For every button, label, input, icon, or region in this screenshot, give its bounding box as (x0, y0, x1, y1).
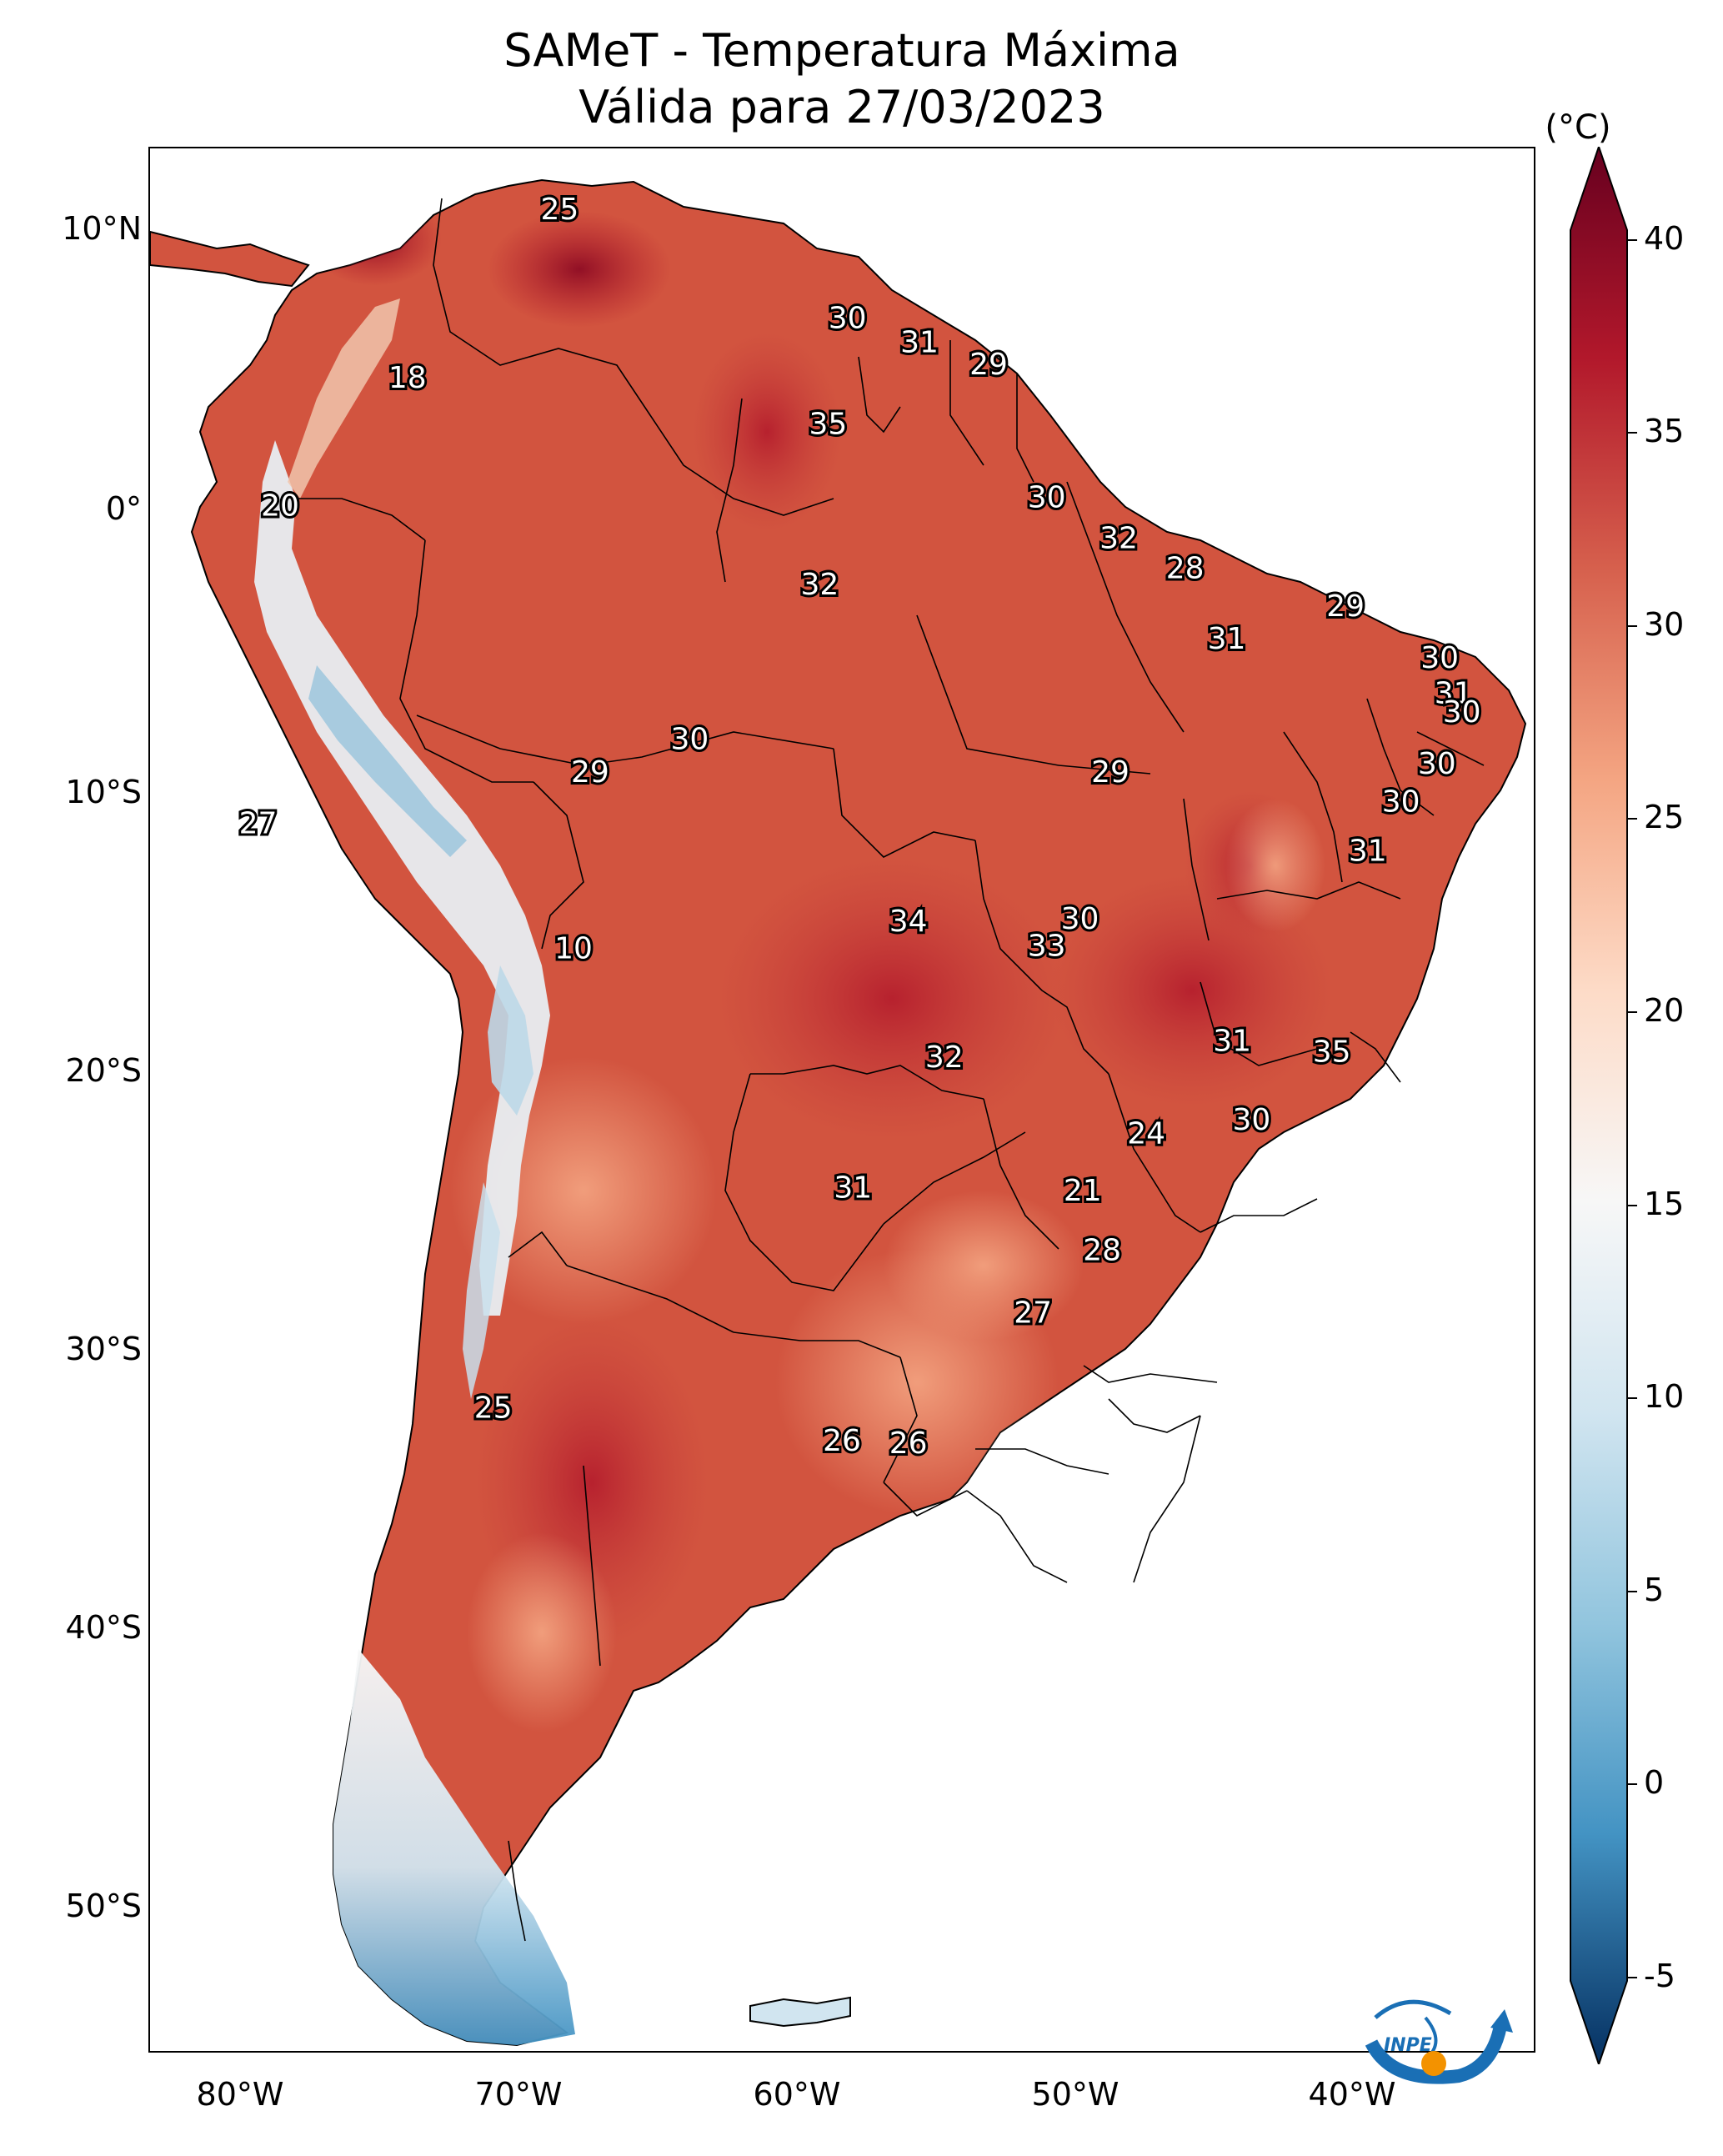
station-value-label: 32 (800, 568, 839, 602)
colorbar-tick-5: 5 (1644, 1572, 1665, 1608)
station-value-label: 30 (1418, 747, 1456, 781)
country-borders (292, 198, 1485, 1942)
svg-text:INPE: INPE (1384, 2035, 1432, 2056)
station-value-label: 20 (261, 489, 299, 523)
station-value-label: 29 (571, 755, 609, 790)
station-value-label: 29 (969, 348, 1008, 382)
colorbar-tick-40: 40 (1644, 220, 1685, 257)
map-subtitle: Válida para 27/03/2023 (579, 81, 1105, 133)
colorbar-tick-15: 15 (1644, 1186, 1685, 1222)
station-value-label: 30 (670, 723, 709, 757)
lat-tick-40s: 40°S (65, 1609, 142, 1646)
altiplano-cold (488, 965, 533, 1116)
lat-tick-0: 0° (105, 490, 142, 527)
map-title: SAMeT - Temperatura Máxima (503, 24, 1180, 77)
station-value-label: 30 (1232, 1103, 1270, 1137)
lat-tick-50s: 50°S (65, 1888, 142, 1924)
chile-andes-cold (463, 1182, 500, 1399)
station-value-label: 25 (474, 1391, 513, 1426)
colombia-andes-cold (288, 298, 400, 499)
station-value-label: 29 (1326, 589, 1365, 624)
station-value-label: 28 (1166, 551, 1205, 585)
colorbar (1567, 143, 1723, 2068)
lon-tick-60w: 60°W (753, 2076, 841, 2113)
station-value-label: 30 (1061, 902, 1099, 936)
peru-cold-core (308, 665, 467, 857)
station-value-label: 30 (829, 301, 867, 335)
station-value-label: 30 (1443, 695, 1481, 730)
station-value-label: 29 (1091, 755, 1129, 790)
lon-tick-50w: 50°W (1031, 2076, 1119, 2113)
inpe-logo-graphic: INPE (1365, 1999, 1513, 2084)
station-value-label: 30 (1420, 641, 1459, 675)
lon-tick-70w: 70°W (474, 2076, 563, 2113)
station-value-label: 27 (239, 807, 278, 841)
station-value-label: 25 (540, 193, 579, 227)
station-value-label: 35 (1313, 1035, 1351, 1070)
station-value-label: 31 (834, 1171, 872, 1206)
lat-tick-10n: 10°N (62, 210, 142, 247)
colorbar-bar (1570, 143, 1628, 2068)
station-value-label: 27 (1014, 1296, 1052, 1331)
lat-tick-10s: 10°S (65, 774, 142, 810)
station-value-label: 18 (388, 361, 427, 395)
station-value-label: 30 (1382, 785, 1420, 820)
station-value-label: 26 (823, 1424, 861, 1458)
station-value-label: 31 (1213, 1025, 1251, 1059)
colorbar-tick-30: 30 (1644, 606, 1685, 643)
andes-cold-band (254, 440, 550, 1316)
lon-tick-80w: 80°W (196, 2076, 284, 2113)
station-value-label: 31 (1208, 622, 1246, 656)
colorbar-tick-25: 25 (1644, 799, 1685, 835)
station-value-label: 30 (1028, 481, 1066, 515)
station-value-label: 10 (554, 932, 593, 966)
colorbar-unit: (°C) (1545, 108, 1611, 147)
lon-tick-40w: 40°W (1308, 2076, 1396, 2113)
station-value-label: 35 (809, 408, 847, 442)
station-value-label: 21 (1064, 1174, 1102, 1208)
central-america-strip (150, 230, 310, 288)
station-value-label: 31 (1435, 676, 1473, 710)
colorbar-tick-35: 35 (1644, 413, 1685, 449)
station-value-label: 31 (900, 326, 939, 360)
station-value-label: 32 (1099, 521, 1138, 555)
colorbar-tick-10: 10 (1644, 1378, 1685, 1415)
station-value-label: 24 (1127, 1116, 1165, 1151)
station-value-label: 31 (1349, 834, 1387, 868)
station-value-label: 32 (925, 1040, 964, 1075)
colorbar-tick-0: 0 (1644, 1764, 1665, 1801)
station-value-label: 34 (889, 905, 928, 939)
station-value-label: 26 (889, 1426, 928, 1461)
colorbar-tick-minus5: -5 (1644, 1958, 1675, 1994)
lat-tick-30s: 30°S (65, 1331, 142, 1367)
station-value-label: 33 (1028, 929, 1066, 963)
lat-tick-20s: 20°S (65, 1052, 142, 1089)
colorbar-tick-20: 20 (1644, 992, 1685, 1029)
map-area: 25 30 31 29 18 35 20 30 32 32 28 29 31 30 31 30 30 29 29 30… (148, 147, 1535, 2053)
patagonia-cold (333, 1649, 575, 2045)
inpe-logo: INPE (1359, 1993, 1517, 2093)
station-value-label: 28 (1083, 1234, 1121, 1268)
falkland-islands (749, 1996, 851, 2028)
